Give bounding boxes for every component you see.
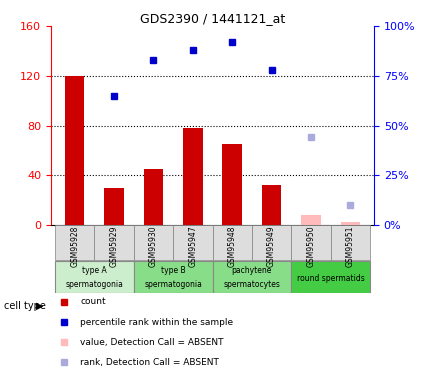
Text: cell type: cell type bbox=[4, 301, 46, 310]
Bar bbox=[144, 169, 163, 225]
Text: percentile rank within the sample: percentile rank within the sample bbox=[80, 318, 233, 327]
Bar bbox=[262, 185, 281, 225]
Bar bbox=[291, 261, 370, 293]
Bar bbox=[134, 261, 212, 293]
Bar bbox=[134, 225, 173, 260]
Text: round spermatids: round spermatids bbox=[297, 273, 365, 282]
Bar bbox=[94, 225, 134, 260]
Bar bbox=[222, 144, 242, 225]
Text: ▶: ▶ bbox=[36, 301, 44, 310]
Bar bbox=[55, 225, 94, 260]
Bar bbox=[212, 261, 291, 293]
Text: GSM95949: GSM95949 bbox=[267, 225, 276, 267]
Text: GSM95951: GSM95951 bbox=[346, 225, 355, 267]
Text: value, Detection Call = ABSENT: value, Detection Call = ABSENT bbox=[80, 338, 224, 346]
Text: GSM95947: GSM95947 bbox=[188, 225, 197, 267]
Text: spermatocytes: spermatocytes bbox=[224, 280, 280, 290]
Bar bbox=[104, 188, 124, 225]
Text: type A: type A bbox=[82, 266, 107, 275]
Bar bbox=[212, 225, 252, 260]
Text: spermatogonia: spermatogonia bbox=[65, 280, 123, 290]
Bar bbox=[183, 128, 203, 225]
Text: count: count bbox=[80, 297, 106, 306]
Bar bbox=[55, 261, 134, 293]
Title: GDS2390 / 1441121_at: GDS2390 / 1441121_at bbox=[140, 12, 285, 25]
Text: rank, Detection Call = ABSENT: rank, Detection Call = ABSENT bbox=[80, 358, 219, 367]
Text: GSM95950: GSM95950 bbox=[306, 225, 315, 267]
Bar bbox=[340, 222, 360, 225]
Bar bbox=[65, 76, 85, 225]
Text: GSM95948: GSM95948 bbox=[228, 225, 237, 267]
Bar bbox=[252, 225, 291, 260]
Text: GSM95928: GSM95928 bbox=[70, 225, 79, 267]
Bar bbox=[291, 225, 331, 260]
Bar bbox=[301, 215, 321, 225]
Text: GSM95929: GSM95929 bbox=[110, 225, 119, 267]
Text: type B: type B bbox=[161, 266, 185, 275]
Text: GSM95930: GSM95930 bbox=[149, 225, 158, 267]
Bar bbox=[331, 225, 370, 260]
Text: pachytene: pachytene bbox=[232, 266, 272, 275]
Bar bbox=[173, 225, 212, 260]
Text: spermatogonia: spermatogonia bbox=[144, 280, 202, 290]
